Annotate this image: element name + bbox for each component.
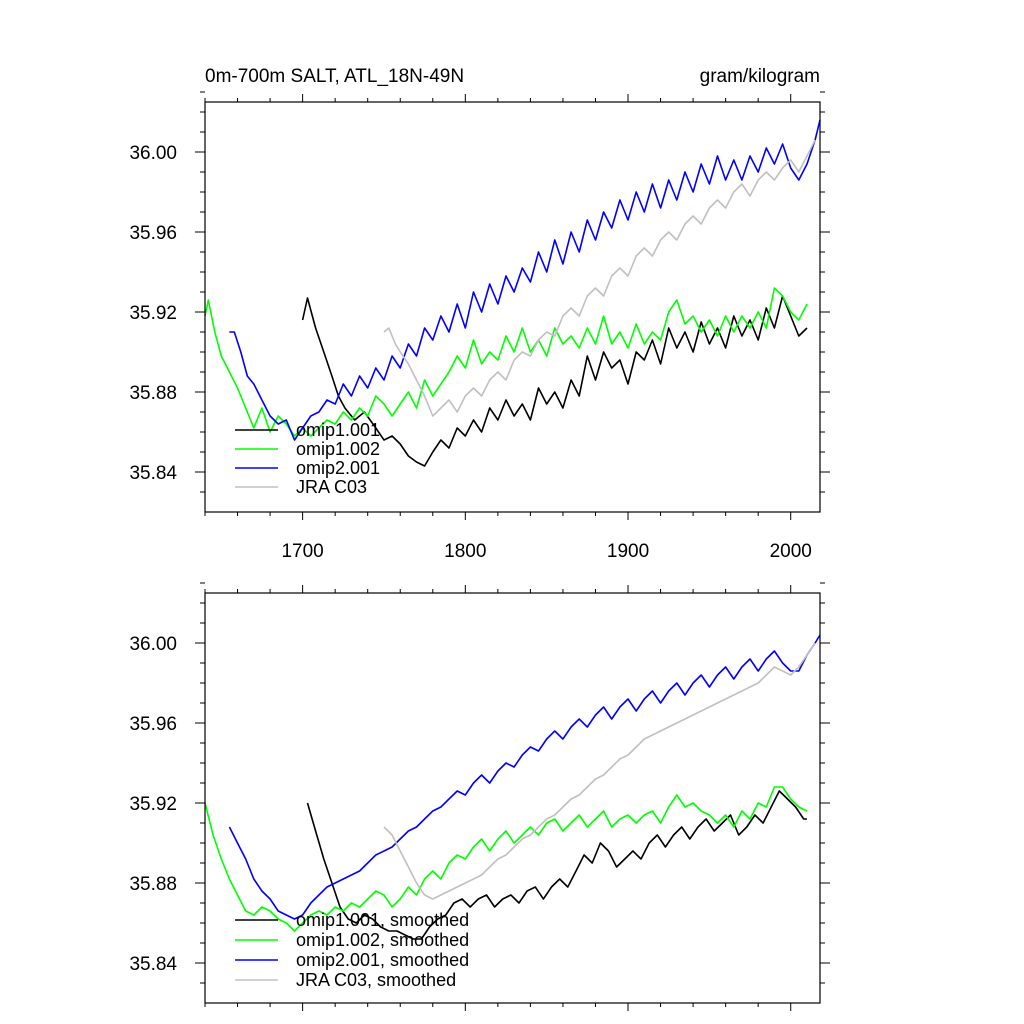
x-tick-label: 1700 xyxy=(281,541,323,562)
y-tick-label: 35.84 xyxy=(129,463,177,484)
y-tick-label: 35.88 xyxy=(129,874,177,895)
panel-bottom: 35.84 35.88 35.92 35.96 36.00 omip1.001, smoo… xyxy=(129,582,830,1011)
x-tick-label: 1800 xyxy=(444,541,486,562)
figure-units: gram/kilogram xyxy=(700,66,820,87)
panel-top: 1700 1800 1900 2000 35.84 35.88 35.92 35.96 36.0… xyxy=(129,91,830,562)
y-tick-label: 35.92 xyxy=(129,303,177,324)
legend-label: omip1.002, smoothed xyxy=(296,930,469,950)
series-line-2 xyxy=(228,634,821,920)
y-tick-label: 36.00 xyxy=(129,143,177,164)
y-tick-label: 35.84 xyxy=(129,954,177,975)
x-tick-label: 2000 xyxy=(770,541,812,562)
legend-label: omip1.001, smoothed xyxy=(296,910,469,930)
plot-frame xyxy=(204,101,821,513)
plot-frame xyxy=(204,592,821,1004)
y-tick-label: 35.96 xyxy=(129,714,177,735)
legend-label: JRA C03 xyxy=(296,477,367,497)
series-line-2 xyxy=(229,119,821,441)
series-group xyxy=(204,119,821,467)
legend-label: omip2.001 xyxy=(296,458,380,478)
y-tick-label: 35.96 xyxy=(129,223,177,244)
figure-title: 0m-700m SALT, ATL_18N-49N xyxy=(205,66,464,87)
series-line-1 xyxy=(204,786,808,932)
legend-label: omip2.001, smoothed xyxy=(296,950,469,970)
legend-label: JRA C03, smoothed xyxy=(296,970,456,990)
series-line-3 xyxy=(383,642,816,900)
series-line-0 xyxy=(301,295,808,467)
legend-label: omip1.001 xyxy=(296,420,380,440)
y-tick-label: 35.88 xyxy=(129,383,177,404)
series-group xyxy=(204,634,821,940)
x-tick-label: 1900 xyxy=(607,541,649,562)
y-tick-label: 36.00 xyxy=(129,634,177,655)
legend-label: omip1.002 xyxy=(296,439,380,459)
y-tick-label: 35.92 xyxy=(129,794,177,815)
series-line-3 xyxy=(383,139,816,417)
series-line-1 xyxy=(204,287,808,437)
